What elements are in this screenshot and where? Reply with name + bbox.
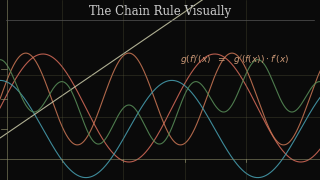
Text: $g(f)'(x)\ \ =\ \ g'(f(x))\cdot f'(x)$: $g(f)'(x)\ \ =\ \ g'(f(x))\cdot f'(x)$ <box>180 53 290 66</box>
Text: The Chain Rule Visually: The Chain Rule Visually <box>89 5 231 18</box>
